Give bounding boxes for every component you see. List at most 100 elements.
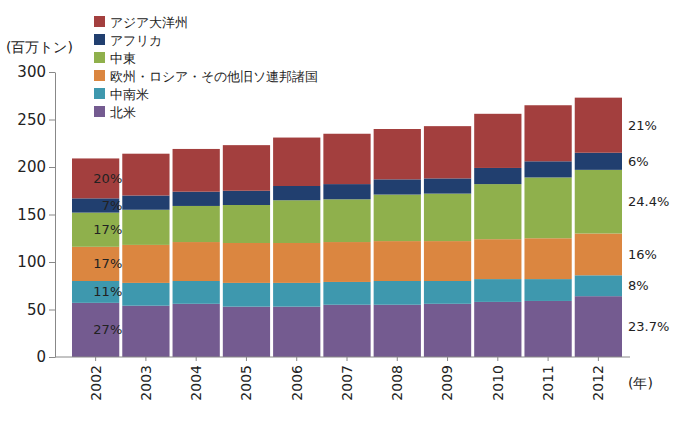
x-tick-mark [497, 357, 498, 361]
y-tick-mark [49, 72, 55, 73]
chart: 0501001502002503002002200320042005200620… [0, 0, 676, 428]
y-tick: 250 [17, 111, 55, 129]
x-tick-mark [296, 357, 297, 361]
bar [122, 154, 169, 196]
y-tick: 0 [36, 348, 55, 366]
x-tick: 2010 [490, 357, 506, 401]
y-tick-mark [49, 262, 55, 263]
x-tick-label: 2005 [238, 365, 254, 401]
bar [474, 302, 521, 357]
y-axis-line [55, 73, 56, 358]
x-tick-label: 2003 [138, 365, 154, 401]
x-axis: 2002200320042005200620072008200920102011… [55, 357, 630, 401]
legend-item: 中東 [94, 51, 136, 66]
x-tick-label: 2009 [439, 365, 455, 401]
x-tick-mark [397, 357, 398, 361]
x-tick-mark [598, 357, 599, 361]
bar [173, 281, 220, 304]
y-tick: 150 [17, 206, 55, 224]
bar [374, 241, 421, 281]
bar [323, 282, 370, 305]
bar [122, 283, 169, 306]
bar [323, 199, 370, 242]
bar [575, 234, 622, 276]
x-tick: 2002 [88, 357, 104, 401]
bar [374, 281, 421, 305]
x-tick-label: 2008 [389, 365, 405, 401]
bar [474, 168, 521, 184]
bar [474, 279, 521, 302]
legend-item: 欧州・ロシア・その他旧ソ連邦諸国 [94, 69, 318, 84]
bar [122, 210, 169, 245]
y-tick: 100 [17, 253, 55, 271]
x-tick: 2003 [138, 357, 154, 401]
legend-swatch [94, 106, 105, 117]
bar [524, 279, 571, 301]
bar [424, 281, 471, 304]
bar [223, 191, 270, 205]
bars [72, 98, 622, 357]
annotations: 20%7%17%17%11%27%21%6%24.4%16%8%23.7% [93, 118, 669, 338]
x-tick-label: 2012 [590, 365, 606, 401]
bar [323, 305, 370, 357]
x-tick-label: 2010 [490, 365, 506, 401]
legend-label: アジア大洋州 [110, 15, 188, 30]
bar [474, 184, 521, 239]
bar [223, 283, 270, 307]
annotation: 27% [93, 322, 122, 337]
x-tick-mark [246, 357, 247, 361]
bar [223, 205, 270, 243]
annotation: 7% [102, 198, 123, 213]
bar [575, 296, 622, 357]
y-tick-mark [49, 215, 55, 216]
legend-swatch [94, 16, 105, 27]
bar [273, 307, 320, 357]
y-axis-title: (百万トン) [6, 39, 73, 55]
bar [524, 238, 571, 279]
x-tick-mark [548, 357, 549, 361]
legend-label: 北米 [110, 105, 136, 120]
y-tick-label: 0 [36, 348, 46, 366]
annotation: 11% [93, 284, 122, 299]
x-tick-mark [196, 357, 197, 361]
y-tick-mark [49, 310, 55, 311]
bar [323, 242, 370, 282]
annotation: 23.7% [628, 319, 669, 334]
bar [323, 184, 370, 199]
x-tick-mark [95, 357, 96, 361]
bar [575, 98, 622, 153]
bar [223, 243, 270, 283]
x-tick: 2007 [339, 357, 355, 401]
bar [575, 153, 622, 170]
bar [173, 192, 220, 206]
bar [374, 195, 421, 242]
y-tick-label: 50 [27, 301, 46, 319]
annotation: 24.4% [628, 194, 669, 209]
bar [524, 105, 571, 161]
bar [474, 114, 521, 168]
bar [424, 126, 471, 178]
bar [474, 239, 521, 279]
bar [173, 304, 220, 357]
bar [524, 301, 571, 357]
annotation: 16% [628, 247, 657, 262]
x-tick-mark [145, 357, 146, 361]
y-tick: 200 [17, 158, 55, 176]
legend-label: 欧州・ロシア・その他旧ソ連邦諸国 [110, 69, 318, 84]
bar [122, 196, 169, 210]
bar [273, 138, 320, 186]
x-tick-label: 2011 [540, 365, 556, 401]
bar [273, 200, 320, 243]
bar [173, 206, 220, 242]
legend: アジア大洋州アフリカ中東欧州・ロシア・その他旧ソ連邦諸国中南米北米 [94, 15, 318, 120]
x-tick-label: 2002 [88, 365, 104, 401]
x-tick-label: 2004 [188, 365, 204, 401]
y-tick-label: 150 [17, 206, 46, 224]
y-tick: 300 [17, 63, 55, 81]
legend-label: 中東 [110, 51, 136, 66]
legend-label: アフリカ [110, 33, 162, 48]
x-tick: 2008 [389, 357, 405, 401]
y-axis: 0 50 100 150 200 250 300 [17, 63, 55, 366]
y-tick-mark [49, 167, 55, 168]
bar [424, 304, 471, 357]
